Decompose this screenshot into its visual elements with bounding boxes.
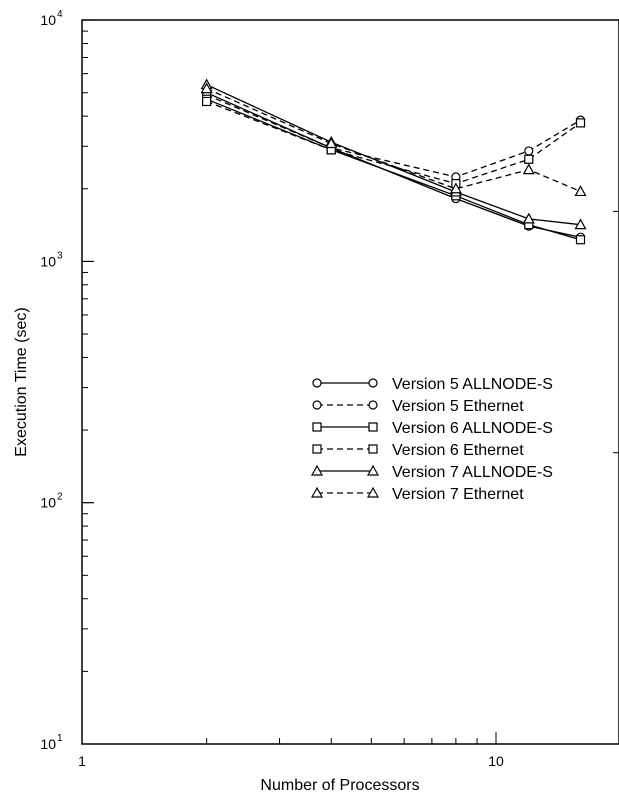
legend: Version 5 ALLNODE-S Version 5 Ethernet Ver… <box>310 376 553 503</box>
y-tick-label: 10 <box>40 253 56 269</box>
data-point-series-6 <box>574 185 587 197</box>
legend-marker <box>312 444 322 454</box>
series-line-1 <box>206 92 581 238</box>
legend-marker <box>366 464 380 476</box>
legend-marker <box>368 378 378 388</box>
data-point-series-2 <box>524 146 534 156</box>
y-tick-exponent: 1 <box>57 733 63 744</box>
series-line-6 <box>206 88 581 192</box>
y-tick-label: 10 <box>40 495 56 511</box>
legend-label: Version 7 ALLNODE-S <box>392 464 553 481</box>
data-point-series-6 <box>449 182 462 194</box>
series-line-2 <box>206 94 581 178</box>
y-tick-exponent: 3 <box>57 250 63 261</box>
y-tick-label: 10 <box>40 736 56 752</box>
plot-markers <box>200 78 587 245</box>
legend-marker <box>368 400 378 410</box>
plot-frame <box>81 19 619 745</box>
legend-marker <box>312 422 322 432</box>
y-axis-label: Execution Time (sec) <box>13 307 30 456</box>
x-tick-label: 10 <box>488 753 504 769</box>
y-tick-label: 10 <box>40 12 56 28</box>
legend-marker <box>312 378 322 388</box>
x-tick-labels: 1 10 <box>78 753 504 769</box>
legend-label: Version 5 ALLNODE-S <box>392 376 553 393</box>
y-tick-exponent: 4 <box>57 9 63 20</box>
data-point-series-4 <box>202 96 212 107</box>
series-line-3 <box>206 98 581 241</box>
x-tick-label: 1 <box>78 753 86 769</box>
data-point-series-6 <box>522 163 535 175</box>
data-point-series-4 <box>575 118 586 128</box>
legend-label: Version 7 Ethernet <box>392 486 524 503</box>
data-point-series-5 <box>522 212 535 224</box>
legend-marker <box>366 486 380 498</box>
legend-marker <box>310 486 324 498</box>
legend-label: Version 6 Ethernet <box>392 442 524 459</box>
data-point-series-5 <box>574 218 587 230</box>
legend-label: Version 6 ALLNODE-S <box>392 420 553 437</box>
data-point-series-6 <box>200 82 213 94</box>
legend-marker <box>368 444 378 454</box>
data-point-series-6 <box>325 137 338 149</box>
legend-label: Version 5 Ethernet <box>392 398 524 415</box>
legend-marker <box>312 400 322 410</box>
x-axis-label: Number of Processors <box>260 777 419 794</box>
data-point-series-4 <box>524 154 534 164</box>
y-tick-exponent: 2 <box>57 492 63 503</box>
legend-marker <box>310 464 324 476</box>
legend-marker <box>368 422 378 432</box>
data-point-series-3 <box>575 235 586 245</box>
